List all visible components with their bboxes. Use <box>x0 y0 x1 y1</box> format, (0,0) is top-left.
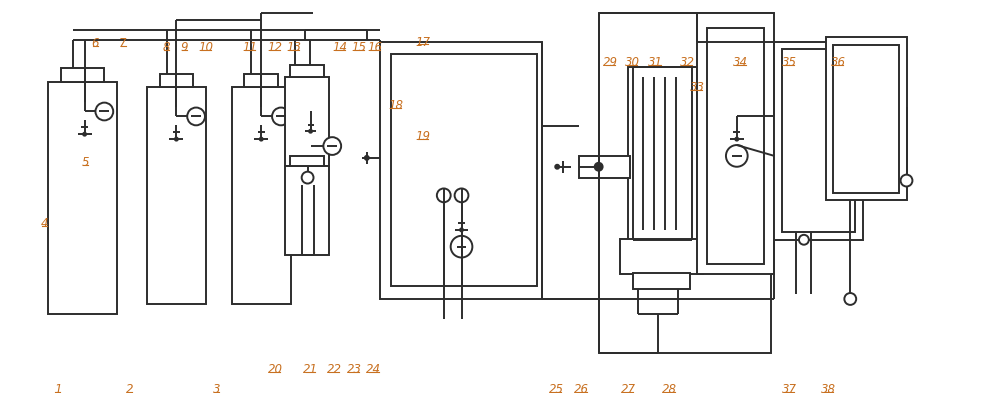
Bar <box>833 45 899 193</box>
Bar <box>620 239 703 274</box>
Text: 32: 32 <box>680 56 695 69</box>
Bar <box>48 82 117 314</box>
Bar <box>290 65 324 77</box>
Bar <box>826 37 907 200</box>
Text: 18: 18 <box>389 99 404 112</box>
Text: 26: 26 <box>574 383 589 396</box>
Text: 19: 19 <box>416 130 431 143</box>
Text: 31: 31 <box>648 56 663 69</box>
Text: 29: 29 <box>603 56 618 69</box>
Circle shape <box>309 130 312 133</box>
Circle shape <box>799 235 809 245</box>
Circle shape <box>365 156 369 160</box>
Text: 34: 34 <box>733 56 748 69</box>
Circle shape <box>555 165 559 169</box>
Bar <box>633 273 690 289</box>
Text: 37: 37 <box>782 383 797 396</box>
Circle shape <box>302 172 314 183</box>
Bar <box>285 166 329 255</box>
Bar <box>290 156 324 166</box>
Text: 27: 27 <box>621 383 636 396</box>
Bar <box>391 54 537 286</box>
Text: 22: 22 <box>327 363 342 376</box>
Circle shape <box>901 175 912 187</box>
Text: 35: 35 <box>782 56 797 69</box>
Bar <box>285 77 329 166</box>
Text: 6: 6 <box>92 37 99 51</box>
Text: 9: 9 <box>181 41 188 55</box>
Circle shape <box>451 236 472 258</box>
Circle shape <box>83 133 86 136</box>
Text: 5: 5 <box>82 156 89 169</box>
Text: 15: 15 <box>351 41 366 55</box>
Circle shape <box>260 138 263 140</box>
Text: 10: 10 <box>198 41 213 55</box>
Bar <box>160 74 193 87</box>
Text: 11: 11 <box>243 41 258 55</box>
Text: 20: 20 <box>268 363 283 376</box>
Circle shape <box>175 138 178 140</box>
Text: 14: 14 <box>333 41 348 55</box>
Circle shape <box>726 145 748 167</box>
Text: 1: 1 <box>54 383 62 396</box>
Text: 25: 25 <box>549 383 564 396</box>
Text: 17: 17 <box>416 35 431 49</box>
Text: 21: 21 <box>303 363 318 376</box>
Bar <box>147 87 206 304</box>
Bar <box>232 87 291 304</box>
Circle shape <box>304 167 317 181</box>
Text: 12: 12 <box>268 41 283 55</box>
Bar <box>61 68 104 82</box>
Text: 7: 7 <box>119 37 127 51</box>
Circle shape <box>323 137 341 155</box>
Circle shape <box>735 138 738 140</box>
Circle shape <box>437 189 451 202</box>
Text: 3: 3 <box>213 383 221 396</box>
Text: 30: 30 <box>625 56 640 69</box>
Text: 13: 13 <box>286 41 301 55</box>
Circle shape <box>272 107 290 125</box>
Text: 33: 33 <box>690 81 705 94</box>
Bar <box>244 74 278 87</box>
Text: 28: 28 <box>662 383 677 396</box>
Bar <box>774 43 863 240</box>
Bar <box>380 43 542 299</box>
Circle shape <box>95 103 113 120</box>
Bar <box>599 13 771 353</box>
Text: 4: 4 <box>40 217 48 230</box>
Text: 23: 23 <box>346 363 361 376</box>
Bar <box>707 27 764 264</box>
Circle shape <box>844 293 856 305</box>
Text: 2: 2 <box>126 383 134 396</box>
Bar <box>579 156 630 178</box>
Bar <box>697 13 774 274</box>
Circle shape <box>595 163 603 171</box>
Text: 16: 16 <box>367 41 382 55</box>
Text: 36: 36 <box>831 56 846 69</box>
Text: 38: 38 <box>821 383 836 396</box>
Text: 24: 24 <box>366 363 381 376</box>
Circle shape <box>455 189 468 202</box>
Circle shape <box>187 107 205 125</box>
Bar <box>782 49 855 232</box>
Bar <box>628 67 697 240</box>
Circle shape <box>460 228 463 231</box>
Text: 8: 8 <box>163 41 170 55</box>
